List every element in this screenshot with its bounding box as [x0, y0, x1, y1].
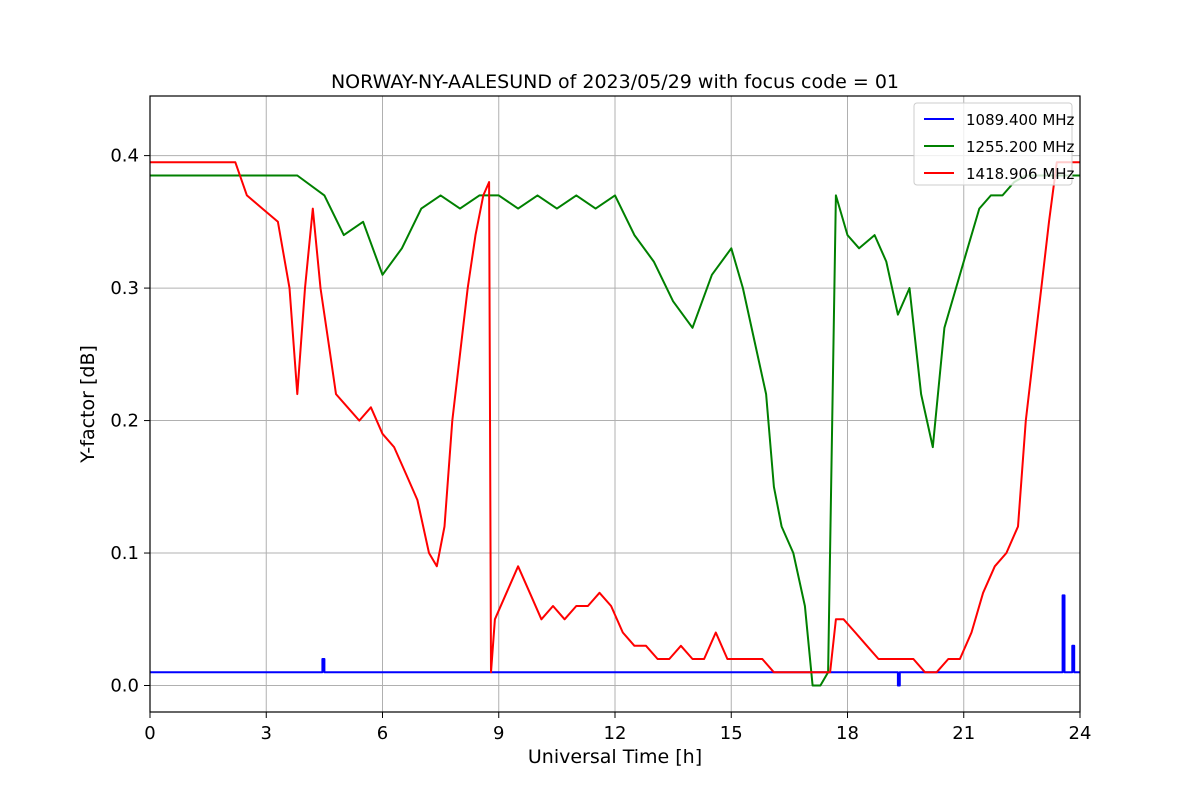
x-tick-label: 15 — [720, 723, 743, 744]
x-tick-label: 6 — [377, 723, 388, 744]
y-axis: 0.0 0.1 0.2 0.3 0.4 — [110, 146, 150, 697]
x-tick-label: 3 — [261, 723, 272, 744]
series-line-1 — [150, 174, 1080, 687]
series-line-0 — [150, 594, 1080, 687]
y-tick-label: 0.2 — [110, 411, 139, 432]
x-axis: 0 3 6 9 12 15 18 21 24 — [144, 712, 1091, 744]
x-tick-label: 24 — [1069, 723, 1092, 744]
x-axis-label: Universal Time [h] — [528, 746, 702, 768]
legend-label-2: 1418.906 MHz — [966, 165, 1075, 183]
legend-box — [913, 102, 1073, 186]
x-tick-label: 18 — [836, 723, 859, 744]
series-layer — [150, 161, 1080, 687]
x-tick-label: 12 — [604, 723, 627, 744]
legend-label-0: 1089.400 MHz — [966, 111, 1075, 129]
y-tick-label: 0.4 — [110, 146, 139, 167]
legend: 1089.400 MHz 1255.200 MHz 1418.906 MHz — [913, 102, 1075, 186]
y-tick-label: 0.3 — [110, 278, 139, 299]
x-tick-label: 9 — [493, 723, 504, 744]
series-line-2 — [150, 161, 1080, 674]
chart-title: NORWAY-NY-AALESUND of 2023/05/29 with fo… — [331, 71, 899, 93]
y-tick-label: 0.0 — [110, 676, 139, 697]
y-tick-label: 0.1 — [110, 543, 139, 564]
x-tick-label: 21 — [952, 723, 975, 744]
x-tick-label: 0 — [144, 723, 155, 744]
y-axis-label: Y-factor [dB] — [77, 345, 99, 464]
legend-label-1: 1255.200 MHz — [966, 138, 1075, 156]
